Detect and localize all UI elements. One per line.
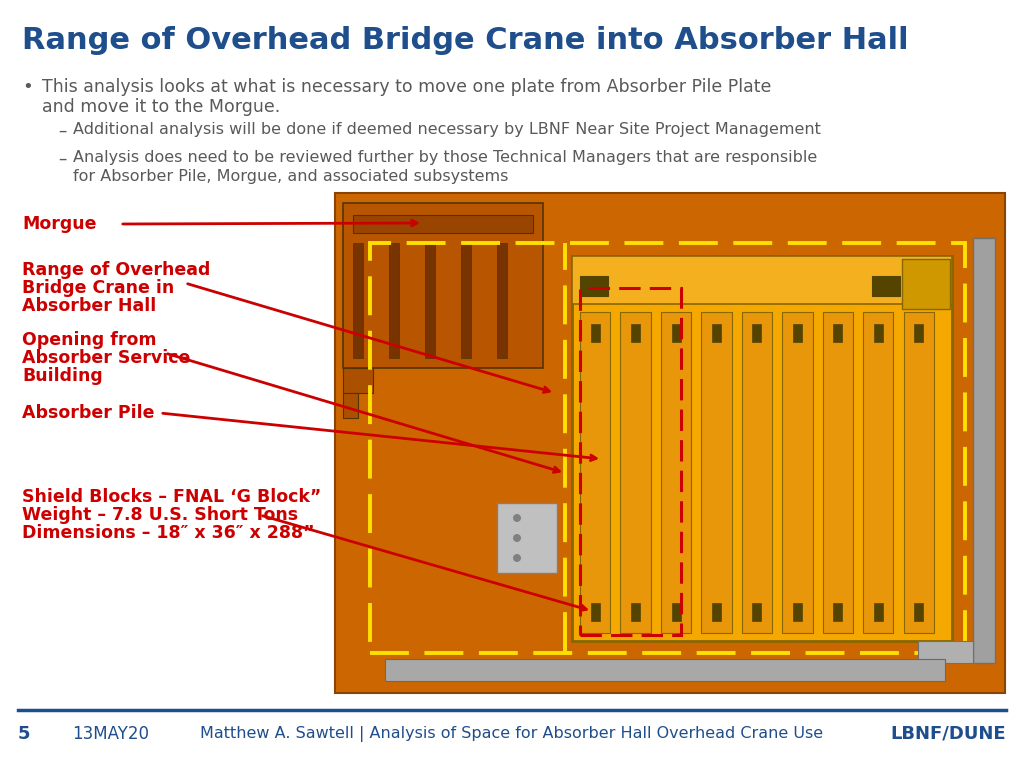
Bar — [580, 276, 608, 296]
Text: Weight – 7.8 U.S. Short Tons: Weight – 7.8 U.S. Short Tons — [22, 506, 298, 524]
Bar — [580, 312, 610, 633]
Bar — [822, 312, 853, 633]
Bar — [343, 368, 373, 393]
Text: Range of Overhead Bridge Crane into Absorber Hall: Range of Overhead Bridge Crane into Abso… — [22, 26, 908, 55]
Bar — [753, 324, 762, 342]
Bar — [425, 243, 435, 358]
Text: –: – — [58, 122, 67, 140]
Text: Shield Blocks – FNAL ‘G Block”: Shield Blocks – FNAL ‘G Block” — [22, 488, 322, 506]
Bar — [902, 259, 950, 309]
Text: for Absorber Pile, Morgue, and associated subsystems: for Absorber Pile, Morgue, and associate… — [73, 169, 508, 184]
Bar — [672, 603, 681, 621]
Bar — [873, 603, 883, 621]
Circle shape — [513, 554, 521, 562]
Bar — [591, 324, 600, 342]
Bar — [741, 312, 772, 633]
Text: –: – — [58, 150, 67, 168]
Bar — [973, 238, 995, 663]
Text: Additional analysis will be done if deemed necessary by LBNF Near Site Project M: Additional analysis will be done if deem… — [73, 122, 821, 137]
Text: Building: Building — [22, 367, 102, 385]
Bar — [712, 603, 721, 621]
Bar — [793, 603, 802, 621]
Text: Analysis does need to be reviewed further by those Technical Managers that are r: Analysis does need to be reviewed furthe… — [73, 150, 817, 165]
Bar — [753, 603, 762, 621]
Bar — [834, 603, 843, 621]
Bar — [672, 324, 681, 342]
Bar — [389, 243, 399, 358]
Text: 13MAY20: 13MAY20 — [72, 725, 150, 743]
Text: 5: 5 — [18, 725, 31, 743]
Bar — [497, 243, 507, 358]
Bar — [834, 324, 843, 342]
Bar — [461, 243, 471, 358]
Bar — [918, 641, 973, 663]
Bar — [343, 393, 358, 418]
Bar — [660, 312, 691, 633]
Text: and move it to the Morgue.: and move it to the Morgue. — [42, 98, 281, 116]
Text: Absorber Service: Absorber Service — [22, 349, 190, 367]
Text: Absorber Pile: Absorber Pile — [22, 404, 155, 422]
Bar — [631, 324, 640, 342]
Bar — [385, 659, 945, 681]
Text: •: • — [22, 78, 33, 96]
Bar — [353, 215, 534, 233]
Bar — [353, 243, 362, 358]
Text: Absorber Hall: Absorber Hall — [22, 297, 157, 315]
Text: This analysis looks at what is necessary to move one plate from Absorber Pile Pl: This analysis looks at what is necessary… — [42, 78, 771, 96]
Bar — [572, 256, 952, 641]
Bar — [701, 312, 732, 633]
Text: Matthew A. Sawtell | Analysis of Space for Absorber Hall Overhead Crane Use: Matthew A. Sawtell | Analysis of Space f… — [201, 726, 823, 742]
Text: Range of Overhead: Range of Overhead — [22, 261, 210, 279]
Bar — [335, 193, 1005, 693]
Bar — [863, 312, 894, 633]
Bar — [914, 324, 924, 342]
Bar — [782, 312, 813, 633]
Bar — [712, 324, 721, 342]
Text: Dimensions – 18″ x 36″ x 288”: Dimensions – 18″ x 36″ x 288” — [22, 524, 314, 542]
Bar — [343, 203, 543, 368]
Bar — [873, 324, 883, 342]
Bar — [580, 288, 681, 635]
Circle shape — [513, 514, 521, 522]
Text: Bridge Crane in: Bridge Crane in — [22, 279, 174, 297]
Bar — [903, 312, 934, 633]
Text: Morgue: Morgue — [22, 215, 96, 233]
Bar — [872, 276, 900, 296]
Bar — [631, 603, 640, 621]
Text: LBNF/DUNE: LBNF/DUNE — [891, 725, 1006, 743]
Circle shape — [513, 534, 521, 542]
Bar — [572, 256, 952, 304]
Bar — [914, 603, 924, 621]
Bar — [497, 503, 557, 573]
Bar — [793, 324, 802, 342]
Text: Opening from: Opening from — [22, 331, 157, 349]
Bar — [370, 243, 965, 653]
Bar — [621, 312, 651, 633]
Bar — [591, 603, 600, 621]
